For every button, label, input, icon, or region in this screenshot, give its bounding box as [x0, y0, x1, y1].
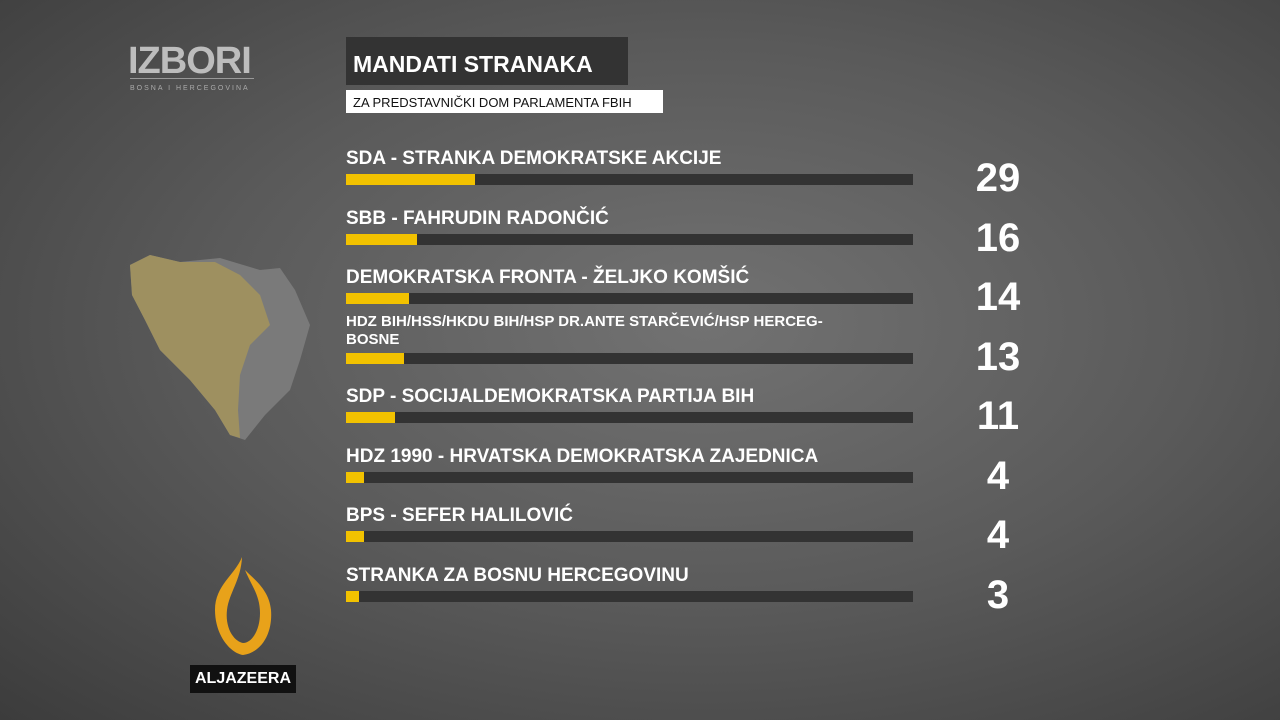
- bar-track: [346, 353, 913, 364]
- broadcaster-mark: [215, 557, 272, 655]
- category-label: SBB - FAHRUDIN RADONČIĆ: [346, 208, 609, 229]
- category-label: HDZ BIH/HSS/HKDU BIH/HSP DR.ANTE STARČEV…: [346, 313, 823, 348]
- bar-track: [346, 412, 913, 423]
- category-label: SDP - SOCIJALDEMOKRATSKA PARTIJA BIH: [346, 386, 755, 407]
- category-label: DEMOKRATSKA FRONTA - ŽELJKO KOMŠIĆ: [346, 267, 750, 288]
- value-label: 29: [975, 156, 1021, 200]
- bar-track: [346, 472, 913, 483]
- bar: [346, 234, 418, 245]
- bar: [346, 174, 476, 185]
- value-label: 4: [986, 513, 1010, 557]
- title-box: MANDATI STRANAKA: [346, 37, 628, 85]
- bar-track: [346, 174, 913, 185]
- bar-track: [346, 293, 913, 304]
- value-label: 4: [986, 454, 1010, 498]
- category-label: BPS - SEFER HALILOVIĆ: [346, 505, 573, 526]
- chart-title: MANDATI STRANAKA: [353, 51, 593, 77]
- bar: [346, 472, 364, 483]
- bar-track: [346, 591, 913, 602]
- value-label: 16: [975, 216, 1021, 260]
- bar-track: [346, 531, 913, 542]
- bar: [346, 591, 360, 602]
- value-label: 14: [975, 275, 1021, 319]
- broadcaster-name: ALJAZEERA: [190, 665, 296, 693]
- bar: [346, 412, 396, 423]
- subtitle-box: ZA PREDSTAVNIČKI DOM PARLAMENTA FBIH: [346, 90, 663, 113]
- logo-rule: [130, 78, 254, 79]
- map-region: [130, 255, 270, 438]
- bar: [346, 293, 409, 304]
- map: [130, 255, 310, 440]
- bar: [346, 531, 364, 542]
- broadcaster-logo: [215, 557, 272, 655]
- bar-track: [346, 234, 913, 245]
- category-label: HDZ 1990 - HRVATSKA DEMOKRATSKA ZAJEDNIC…: [346, 446, 819, 467]
- value-label: 13: [975, 335, 1021, 379]
- chart-subtitle: ZA PREDSTAVNIČKI DOM PARLAMENTA FBIH: [353, 95, 632, 110]
- value-label: 3: [986, 573, 1010, 617]
- category-label: SDA - STRANKA DEMOKRATSKE AKCIJE: [346, 148, 722, 169]
- logo-title: IZBORI: [128, 40, 252, 82]
- bar: [346, 353, 405, 364]
- logo-subtitle: BOSNA I HERCEGOVINA: [130, 85, 250, 92]
- value-label: 11: [976, 394, 1020, 438]
- category-label: STRANKA ZA BOSNU HERCEGOVINU: [346, 565, 689, 586]
